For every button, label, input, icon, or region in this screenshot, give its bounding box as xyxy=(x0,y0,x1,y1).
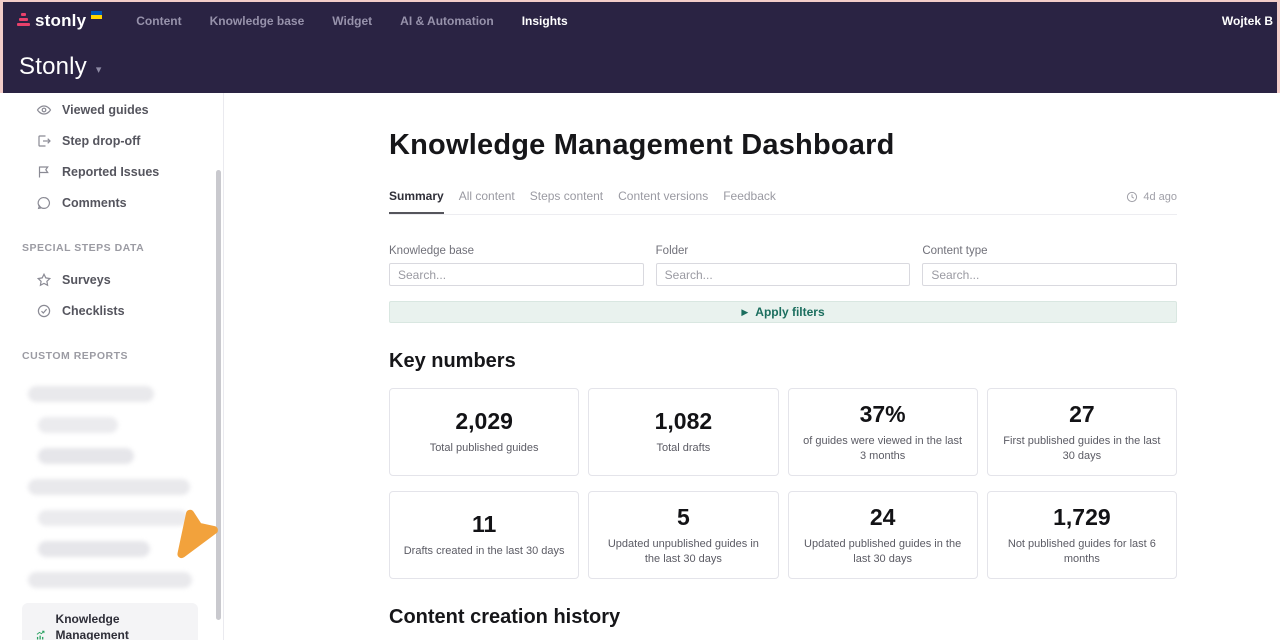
flag-icon xyxy=(38,165,49,177)
check-circle-icon xyxy=(37,304,51,317)
sidebar-item-label: Step drop-off xyxy=(62,133,141,148)
filter-label: Knowledge base xyxy=(389,245,475,257)
tab-steps-content[interactable]: Steps content xyxy=(529,189,604,203)
stat-card-drafts-created: 11 Drafts created in the last 30 days xyxy=(389,491,580,579)
nav-ai-automation[interactable]: AI & Automation xyxy=(400,14,494,28)
step-exit-icon xyxy=(38,134,51,147)
filter-knowledge-base: Knowledge base xyxy=(389,245,644,286)
key-numbers-cards: 2,029 Total published guides 1,082 Total… xyxy=(389,388,1177,579)
blurred-report-item[interactable] xyxy=(38,510,188,526)
tab-all-content[interactable]: All content xyxy=(458,189,515,203)
tab-summary[interactable]: Summary xyxy=(389,189,444,214)
blurred-report-item[interactable] xyxy=(28,386,154,402)
last-updated: 4d ago xyxy=(1126,191,1177,212)
comment-icon xyxy=(37,196,50,209)
top-navbar: stonly Content Knowledge base Widget AI … xyxy=(3,2,1277,40)
sidebar-item-viewed-guides[interactable]: Viewed guides xyxy=(0,94,223,125)
sidebar-scrollbar[interactable] xyxy=(216,170,221,620)
stat-card-total-drafts: 1,082 Total drafts xyxy=(588,388,779,476)
stonly-logo-icon xyxy=(17,8,30,26)
filter-label: Folder xyxy=(655,245,689,257)
play-triangle-icon: ▶ xyxy=(741,306,749,317)
sidebar-item-label: Reported Issues xyxy=(62,164,160,179)
sidebar-item-label: Checklists xyxy=(62,303,125,318)
sidebar-item-surveys[interactable]: Surveys xyxy=(0,264,223,295)
filter-label: Content type xyxy=(922,245,988,257)
stat-card-updated-unpublished: 5 Updated unpublished guides in the last… xyxy=(588,491,779,579)
nav-widget[interactable]: Widget xyxy=(332,14,373,28)
apply-filters-button[interactable]: ▶ Apply filters xyxy=(389,301,1177,323)
stat-card-viewed-percentage: 37% of guides were viewed in the last 3 … xyxy=(787,388,978,476)
main-nav: Content Knowledge base Widget AI & Autom… xyxy=(136,14,1222,28)
subheader: Stonly ▾ xyxy=(3,40,1277,93)
sidebar-item-comments[interactable]: Comments xyxy=(0,187,223,218)
stat-card-updated-published: 24 Updated published guides in the last … xyxy=(787,491,978,579)
blurred-report-item[interactable] xyxy=(38,417,118,433)
knowledge-base-search-input[interactable] xyxy=(389,263,644,286)
stat-card-first-published: 27 First published guides in the last 30… xyxy=(986,388,1177,476)
stonly-logo-text: stonly xyxy=(35,11,87,30)
main-content: Knowledge Management Dashboard Summary A… xyxy=(224,93,1280,640)
team-name: Stonly xyxy=(19,52,87,80)
sidebar-item-reported-issues[interactable]: Reported Issues xyxy=(0,156,223,187)
filter-content-type: Content type xyxy=(922,245,1177,286)
tab-feedback[interactable]: Feedback xyxy=(723,189,776,203)
tab-content-versions[interactable]: Content versions xyxy=(618,189,709,203)
nav-knowledge-base[interactable]: Knowledge base xyxy=(209,14,305,28)
sidebar-item-label: Knowledge Management Dashboard xyxy=(55,612,129,640)
sidebar-item-label: Comments xyxy=(62,195,127,210)
blurred-report-item[interactable] xyxy=(28,479,190,495)
stonly-logo[interactable]: stonly xyxy=(17,8,103,34)
content-type-search-input[interactable] xyxy=(922,263,1177,286)
chevron-down-icon: ▾ xyxy=(95,64,102,76)
sidebar-item-label: Viewed guides xyxy=(62,102,149,117)
nav-content[interactable]: Content xyxy=(136,14,182,28)
sidebar-section-custom-reports: CUSTOM REPORTS xyxy=(22,350,128,362)
sidebar: Viewed guides Step drop-off Reported Iss… xyxy=(0,93,224,640)
star-icon xyxy=(36,272,52,286)
eye-icon xyxy=(36,104,52,115)
sidebar-item-knowledge-management-dashboard[interactable]: Knowledge Management Dashboard xyxy=(22,603,198,640)
report-chart-icon xyxy=(36,631,45,640)
sidebar-item-step-drop-off[interactable]: Step drop-off xyxy=(0,125,223,156)
sidebar-item-checklists[interactable]: Checklists xyxy=(0,295,223,326)
custom-reports-list xyxy=(0,372,223,588)
stat-card-not-published: 1,729 Not published guides for last 6 mo… xyxy=(986,491,1177,579)
filters: Knowledge base Folder Content type xyxy=(389,245,1177,286)
tabs-row: Summary All content Steps content Conten… xyxy=(389,189,1177,215)
ukraine-flag-icon xyxy=(91,11,103,19)
nav-insights[interactable]: Insights xyxy=(521,14,568,28)
app-header: stonly Content Knowledge base Widget AI … xyxy=(0,0,1280,93)
folder-search-input[interactable] xyxy=(655,263,911,286)
user-menu[interactable]: Wojtek B xyxy=(1221,14,1273,28)
stat-card-total-published-guides: 2,029 Total published guides xyxy=(389,388,580,476)
sidebar-section-special-steps-data: SPECIAL STEPS DATA xyxy=(22,242,145,254)
key-numbers-heading: Key numbers xyxy=(389,350,516,372)
clock-icon xyxy=(1127,191,1138,203)
blurred-report-item[interactable] xyxy=(38,541,150,557)
blurred-report-item[interactable] xyxy=(28,572,192,588)
content-creation-history-heading: Content creation history xyxy=(389,606,621,628)
team-switcher[interactable]: Stonly ▾ xyxy=(19,53,101,81)
filter-folder: Folder xyxy=(655,245,911,286)
blurred-report-item[interactable] xyxy=(38,448,134,464)
sidebar-item-label: Surveys xyxy=(62,272,111,287)
page-title: Knowledge Management Dashboard xyxy=(389,129,895,161)
